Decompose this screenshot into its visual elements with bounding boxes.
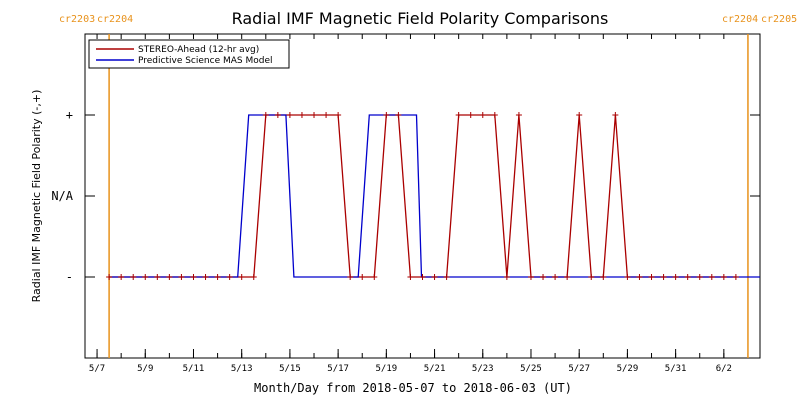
stereo-ahead-point (311, 112, 318, 118)
x-tick-label: 5/23 (472, 364, 494, 374)
series-markers (106, 112, 739, 280)
stereo-ahead-point (588, 274, 595, 280)
stereo-ahead-point (178, 274, 185, 280)
y-tick-label: + (66, 108, 73, 122)
y-axis-label: Radial IMF Magnetic Field Polarity (-,+) (30, 90, 43, 303)
stereo-ahead-point (214, 274, 221, 280)
plot-frame (84, 33, 761, 359)
stereo-ahead-point (106, 274, 113, 280)
legend-label-mas: Predictive Science MAS Model (138, 56, 273, 66)
stereo-ahead-point (190, 274, 197, 280)
legend-label-stereo: STEREO-Ahead (12-hr avg) (138, 45, 259, 55)
stereo-ahead-point (250, 274, 257, 280)
axis-ticks (85, 34, 760, 358)
stereo-ahead-point (407, 274, 414, 280)
stereo-ahead-point (684, 274, 691, 280)
stereo-ahead-point (286, 112, 293, 118)
x-tick-label: 6/2 (716, 364, 732, 374)
stereo-ahead-point (130, 274, 137, 280)
stereo-ahead-point (624, 274, 631, 280)
stereo-ahead-line (109, 114, 736, 278)
stereo-ahead-point (515, 112, 522, 118)
stereo-ahead-point (696, 274, 703, 280)
x-tick-labels: 5/7 5/9 5/11 5/13 5/15 5/17 5/19 5/21 5/23 5/25 5/… (89, 364, 732, 374)
stereo-ahead-point (142, 274, 149, 280)
stereo-ahead-point (443, 274, 450, 280)
stereo-ahead-point (202, 274, 209, 280)
series-lines (109, 114, 760, 278)
carrington-label-left-end: cr2204 (97, 14, 133, 25)
stereo-ahead-point (708, 274, 715, 280)
stereo-ahead-point (298, 112, 305, 118)
stereo-ahead-point (491, 112, 498, 118)
carrington-label-right-start: cr2204 (722, 14, 758, 25)
x-tick-label: 5/31 (665, 364, 687, 374)
stereo-ahead-point (600, 274, 607, 280)
stereo-ahead-point (503, 274, 510, 280)
x-tick-label: 5/17 (327, 364, 349, 374)
stereo-ahead-point (118, 274, 125, 280)
x-tick-label: 5/21 (424, 364, 446, 374)
x-tick-label: 5/7 (89, 364, 105, 374)
stereo-ahead-point (419, 274, 426, 280)
stereo-ahead-point (660, 274, 667, 280)
stereo-ahead-point (383, 112, 390, 118)
x-tick-label: 5/29 (617, 364, 639, 374)
stereo-ahead-point (527, 274, 534, 280)
x-tick-label: 5/11 (183, 364, 205, 374)
stereo-ahead-point (431, 274, 438, 280)
carrington-label-left-start: cr2203 (59, 14, 95, 25)
stereo-ahead-point (226, 274, 233, 280)
stereo-ahead-point (576, 112, 583, 118)
stereo-ahead-point (371, 274, 378, 280)
stereo-ahead-point (335, 112, 342, 118)
stereo-ahead-point (262, 112, 269, 118)
stereo-ahead-point (564, 274, 571, 280)
x-axis-label: Month/Day from 2018-05-07 to 2018-06-03 … (254, 381, 572, 395)
x-tick-label: 5/27 (568, 364, 590, 374)
y-tick-label: - (66, 270, 73, 284)
stereo-ahead-point (347, 274, 354, 280)
y-tick-label: N/A (51, 189, 73, 203)
x-tick-label: 5/15 (279, 364, 301, 374)
stereo-ahead-point (636, 274, 643, 280)
x-tick-label: 5/9 (137, 364, 153, 374)
stereo-ahead-point (166, 274, 173, 280)
carrington-markers (108, 34, 749, 358)
x-tick-label: 5/25 (520, 364, 542, 374)
x-tick-label: 5/19 (375, 364, 397, 374)
stereo-ahead-point (154, 274, 161, 280)
stereo-ahead-point (323, 112, 330, 118)
mas-model-line (109, 114, 760, 278)
stereo-ahead-point (612, 112, 619, 118)
legend: STEREO-Ahead (12-hr avg) Predictive Scie… (88, 39, 290, 69)
carrington-label-right-end: cr2205 (761, 14, 797, 25)
stereo-ahead-point (648, 274, 655, 280)
stereo-ahead-point (540, 274, 547, 280)
stereo-ahead-point (455, 112, 462, 118)
chart-title: Radial IMF Magnetic Field Polarity Compa… (232, 9, 609, 28)
legend-box (88, 39, 290, 69)
stereo-ahead-point (732, 274, 739, 280)
y-tick-labels: - N/A + (51, 108, 73, 284)
stereo-ahead-point (552, 274, 559, 280)
stereo-ahead-point (467, 112, 474, 118)
stereo-ahead-point (274, 112, 281, 118)
stereo-ahead-point (238, 274, 245, 280)
stereo-ahead-point (479, 112, 486, 118)
stereo-ahead-point (359, 274, 366, 280)
stereo-ahead-point (672, 274, 679, 280)
stereo-ahead-point (395, 112, 402, 118)
x-tick-label: 5/13 (231, 364, 253, 374)
stereo-ahead-point (720, 274, 727, 280)
